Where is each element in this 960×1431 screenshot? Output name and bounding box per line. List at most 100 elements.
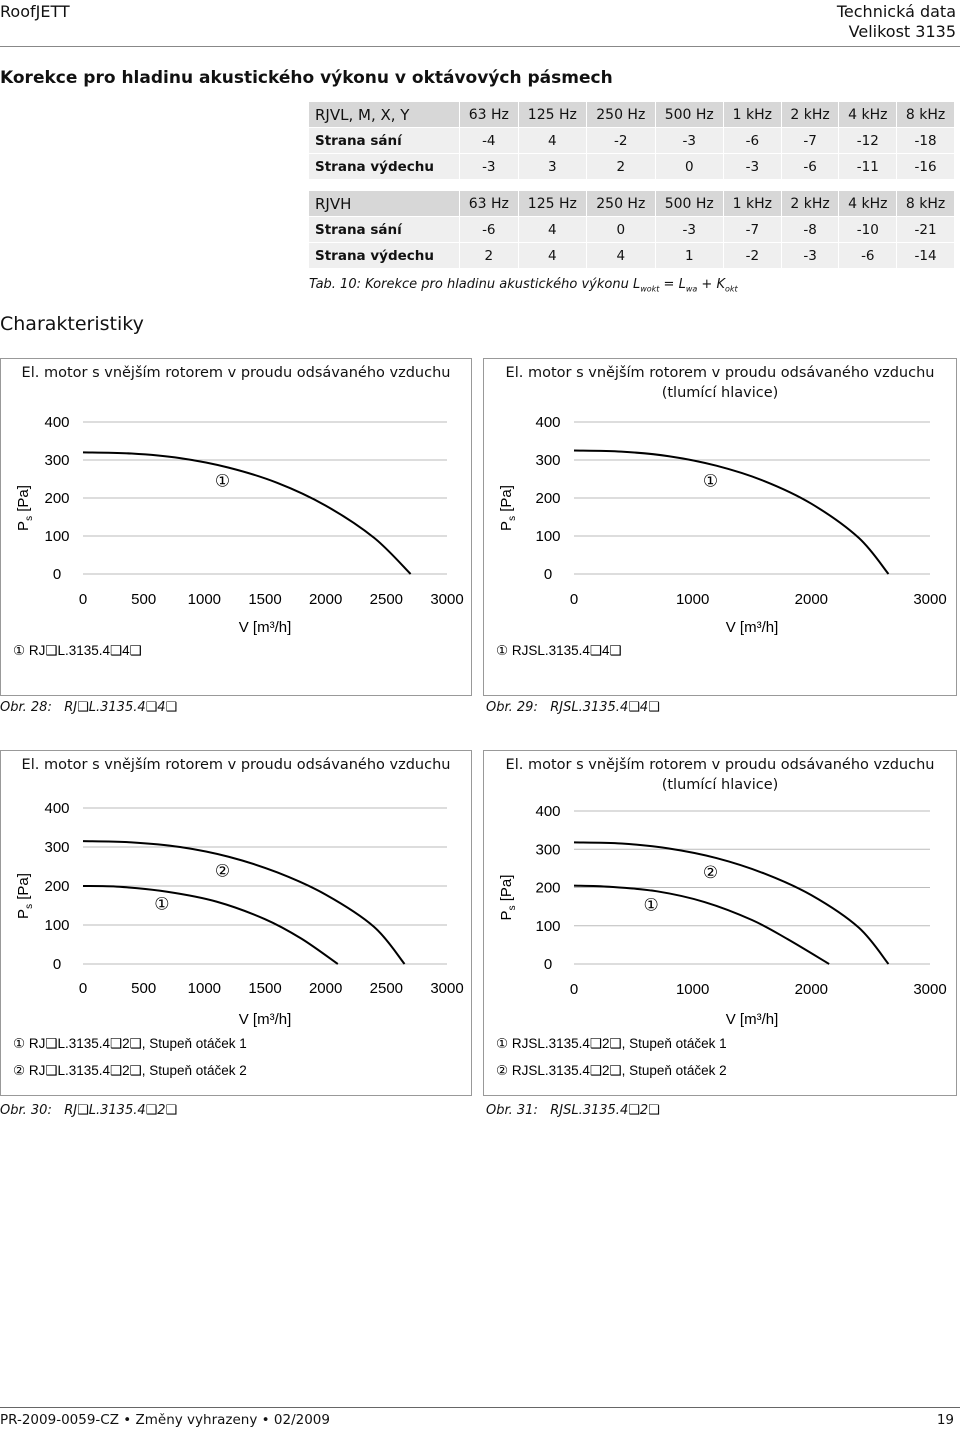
x-tick-label: 3000 — [913, 981, 946, 998]
table-cell: Strana výdechu — [309, 153, 460, 180]
chart-title-text: El. motor s vnějším rotorem v proudu ods… — [21, 365, 451, 381]
x-axis-label: V [m³/h] — [239, 1011, 292, 1028]
series-line — [82, 885, 339, 965]
footer-divider — [0, 1407, 960, 1408]
series-line — [573, 841, 890, 965]
legend-entry: ① RJSL.3135.4❑2❑, Stupeň otáček 1 — [496, 1036, 727, 1051]
y-tick-label: 400 — [535, 803, 560, 820]
header-size: Velikost 3135 — [848, 22, 956, 41]
figure-caption-29: Obr. 29: RJSL.3135.4❑4❑ — [486, 700, 660, 715]
caption-sub: okt — [724, 284, 738, 294]
x-tick-label: 1500 — [248, 980, 281, 997]
series-marker-label: ① — [703, 472, 718, 491]
table-cell: 3 — [518, 153, 588, 180]
series-marker-label: ① — [644, 895, 659, 914]
header-right: Technická data Velikost 3135 — [837, 2, 956, 42]
chart-panel-30: El. motor s vnějším rotorem v proudu ods… — [0, 750, 472, 1096]
series-line — [573, 884, 830, 965]
chart-panel-29: El. motor s vnějším rotorem v proudu ods… — [483, 358, 957, 696]
table-cell: -16 — [896, 153, 955, 180]
table-cell: 250 Hz — [586, 191, 656, 217]
series-marker-label: ② — [215, 861, 230, 880]
header-section: Technická data — [836, 2, 956, 21]
chart-subtitle: (tlumící hlavice) — [661, 777, 779, 793]
x-tick-label: 1000 — [676, 981, 709, 998]
y-tick-label: 200 — [44, 878, 69, 895]
y-tick-label: 200 — [535, 490, 560, 507]
y-axis-label: Ps [Pa] — [15, 873, 35, 919]
table-cell: -6 — [781, 153, 840, 180]
x-tick-label: 2000 — [795, 591, 828, 608]
table-cell: 125 Hz — [518, 191, 588, 217]
header-divider — [0, 46, 960, 47]
figure-caption-28: Obr. 28: RJ❑L.3135.4❑4❑ — [0, 700, 177, 715]
x-tick-label: 0 — [570, 981, 578, 998]
table-cell: 0 — [586, 216, 656, 243]
table-cell: RJVH — [309, 191, 460, 217]
x-axis-label: V [m³/h] — [239, 619, 292, 636]
table-cell: -7 — [723, 216, 782, 243]
table-cell: -4 — [459, 127, 519, 154]
table-cell: 1 — [655, 242, 724, 269]
y-tick-label: 0 — [53, 566, 61, 583]
x-tick-label: 1000 — [188, 591, 221, 608]
table-cell: 500 Hz — [655, 102, 724, 128]
table-cell: 500 Hz — [655, 191, 724, 217]
figure-caption-31: Obr. 31: RJSL.3135.4❑2❑ — [486, 1103, 660, 1118]
table-cell: -7 — [781, 127, 840, 154]
x-tick-label: 1500 — [248, 591, 281, 608]
y-tick-label: 0 — [53, 956, 61, 973]
y-tick-label: 100 — [535, 528, 560, 545]
x-tick-label: 1000 — [188, 980, 221, 997]
table-cell: 2 — [459, 242, 519, 269]
table-row: Strana sání -6 4 0 -3 -7 -8 -10 -21 — [309, 216, 955, 243]
x-tick-label: 2000 — [795, 981, 828, 998]
chart-svg: 0 100 200 300 400 0 1000 2000 3000 Ps [Pa] V [m³/h… — [496, 803, 947, 1078]
series-line — [573, 449, 890, 575]
chart-svg: 0 100 200 300 400 0 500 1000 1500 2000 2500 3000 Ps … — [13, 800, 464, 1078]
table-cell: -2 — [586, 127, 656, 154]
legend-entry: ① RJ❑L.3135.4❑4❑ — [13, 643, 142, 658]
table-cell: 4 kHz — [838, 102, 898, 128]
table-cell: 4 kHz — [838, 191, 898, 217]
table-cell: -3 — [723, 153, 782, 180]
y-tick-label: 200 — [44, 490, 69, 507]
table-row: Strana výdechu 2 4 4 1 -2 -3 -6 -14 — [309, 242, 955, 269]
y-tick-label: 300 — [44, 452, 69, 469]
caption-label: Obr. 31: — [486, 1103, 538, 1118]
table-cell: 0 — [655, 153, 724, 180]
table-header-row: RJVH 63 Hz 125 Hz 250 Hz 500 Hz 1 kHz 2 … — [309, 191, 955, 217]
series-marker-label: ① — [154, 894, 169, 913]
x-axis-label: V [m³/h] — [726, 619, 779, 636]
table-cell: -8 — [781, 216, 840, 243]
table-cell: -6 — [723, 127, 782, 154]
table-row: Strana výdechu -3 3 2 0 -3 -6 -11 -16 — [309, 153, 955, 180]
table-cell: -2 — [723, 242, 782, 269]
x-tick-label: 500 — [131, 980, 156, 997]
chart-panel-31: El. motor s vnějším rotorem v proudu ods… — [483, 750, 957, 1096]
table-cell: 8 kHz — [896, 102, 955, 128]
chart-title-text: El. motor s vnějším rotorem v proudu ods… — [505, 757, 935, 773]
caption-model: RJSL.3135.4❑4❑ — [550, 700, 660, 715]
table-cell: 2 kHz — [781, 191, 840, 217]
correction-table-rjvl: RJVL, M, X, Y 63 Hz 125 Hz 250 Hz 500 Hz… — [309, 102, 955, 180]
x-tick-label: 0 — [79, 591, 87, 608]
x-tick-label: 0 — [79, 980, 87, 997]
chart-svg: 0 100 200 300 400 0 1000 2000 3000 Ps [Pa] V [m³/h… — [496, 414, 947, 658]
y-tick-label: 100 — [44, 917, 69, 934]
chart-panel-28: El. motor s vnějším rotorem v proudu ods… — [0, 358, 472, 696]
x-tick-label: 3000 — [430, 980, 463, 997]
series-marker-label: ① — [215, 472, 230, 491]
correction-table-rjvh: RJVH 63 Hz 125 Hz 250 Hz 500 Hz 1 kHz 2 … — [309, 191, 955, 269]
y-tick-label: 300 — [44, 839, 69, 856]
y-tick-label: 300 — [535, 452, 560, 469]
x-tick-label: 3000 — [913, 591, 946, 608]
figure-caption-30: Obr. 30: RJ❑L.3135.4❑2❑ — [0, 1103, 177, 1118]
y-tick-label: 400 — [44, 414, 69, 431]
table-cell: -14 — [896, 242, 955, 269]
table-cell: 250 Hz — [586, 102, 656, 128]
series-line — [82, 451, 412, 575]
x-tick-label: 3000 — [430, 591, 463, 608]
x-tick-label: 2000 — [309, 980, 342, 997]
caption-label: Obr. 28: — [0, 700, 52, 715]
